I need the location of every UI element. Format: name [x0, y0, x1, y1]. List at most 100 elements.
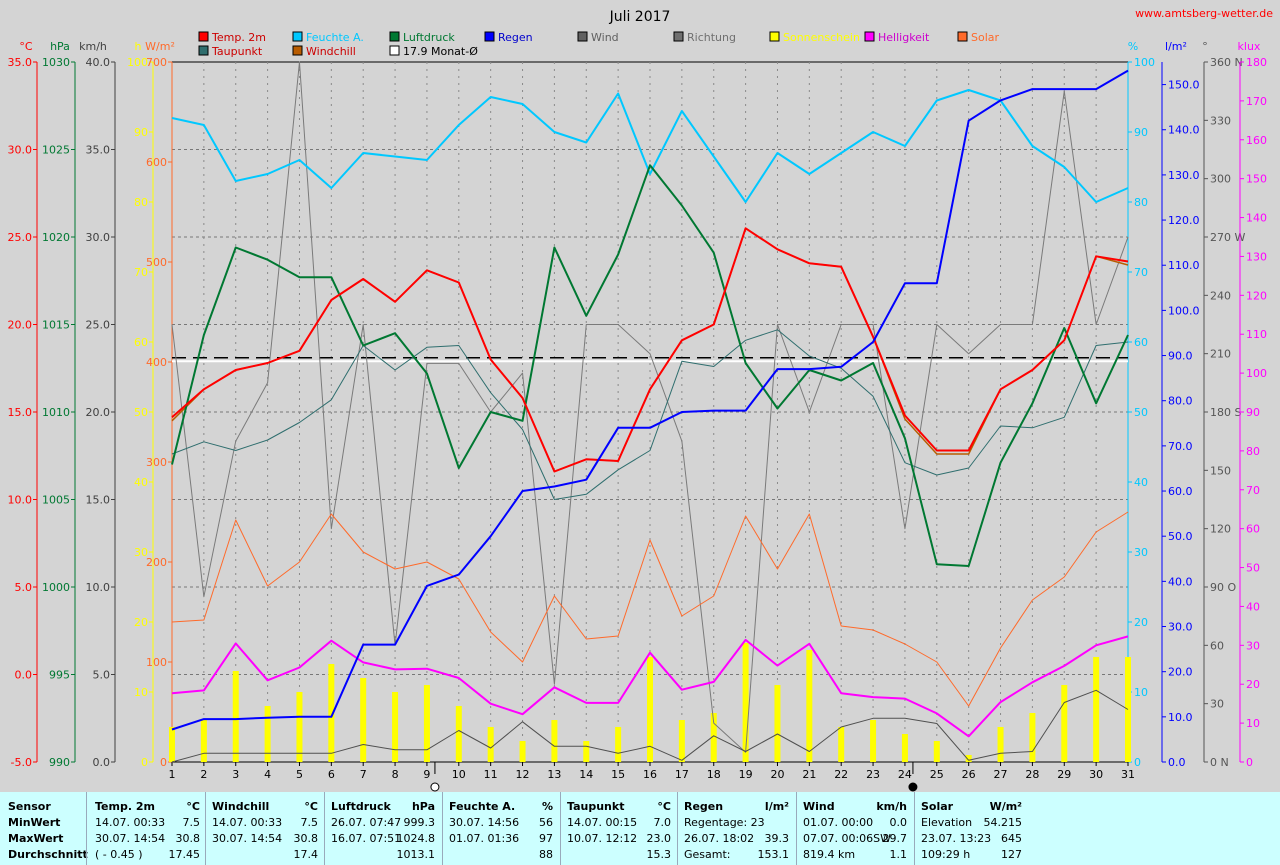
sunshine-bar	[647, 657, 653, 762]
axis-unit-direction: °	[1202, 40, 1208, 53]
stats-value-wind: 29.7	[882, 832, 908, 845]
sunshine-bar	[997, 727, 1004, 762]
axis-tick-label-direction: 180 S	[1210, 406, 1241, 419]
legend-label: Wind	[591, 31, 619, 44]
sunshine-bar	[710, 713, 717, 762]
stats-value-windchill: 7.5	[300, 816, 319, 829]
axis-tick-label-temp: 5.0	[15, 581, 33, 594]
stats-label-windchill: 30.07. 14:54	[212, 832, 283, 845]
legend-label: Feuchte A.	[306, 31, 364, 44]
axis-tick-label-brightness: 130	[1246, 250, 1267, 263]
axis-tick-label-wind: 25.0	[86, 319, 111, 332]
stats-title-dewpoint: Taupunkt	[567, 800, 625, 813]
weather-chart: Juli 2017 www.amtsberg-wetter.de Temp. 2m F…	[8, 7, 1273, 792]
legend-label: Windchill	[306, 45, 356, 58]
stats-label-humidity: 01.07. 01:36	[449, 832, 520, 845]
stats-value-solar: 54.215	[983, 816, 1023, 829]
sunshine-bar	[870, 720, 877, 762]
axis-tick-label-direction: 150	[1210, 464, 1231, 477]
stats-value-wind: 0.0	[889, 816, 908, 829]
sunshine-bar	[1093, 657, 1100, 762]
stats-unit-dewpoint: °C	[657, 800, 671, 813]
axis-tick-label-solar: 100	[146, 656, 167, 669]
stats-value-dewpoint: 15.3	[646, 848, 672, 861]
sunshine-bar	[200, 720, 207, 762]
stats-value-humidity: 97	[539, 832, 553, 845]
stats-column-divider	[442, 792, 443, 865]
x-tick-label: 11	[484, 768, 498, 781]
sunshine-bar	[838, 727, 845, 762]
axis-tick-label-wind: 5.0	[93, 669, 111, 682]
axis-tick-label-brightness: 0	[1246, 756, 1253, 769]
axis-tick-label-brightness: 110	[1246, 328, 1267, 341]
x-tick-label: 25	[930, 768, 944, 781]
axis-tick-label-temp: 0.0	[15, 669, 33, 682]
stats-title-solar: Solar	[921, 800, 954, 813]
stats-column-divider	[324, 792, 325, 865]
x-tick-label: 18	[707, 768, 721, 781]
stats-value-pressure: 1024.8	[396, 832, 436, 845]
axis-tick-label-brightness: 90	[1246, 406, 1260, 419]
axis-tick-label-pressure: 1025	[42, 144, 70, 157]
legend-swatch	[673, 31, 684, 42]
x-tick-label: 21	[802, 768, 816, 781]
stats-label-dewpoint: 10.07. 12:12	[567, 832, 638, 845]
stats-unit-solar: W/m²	[989, 800, 1022, 813]
sunshine-bar	[519, 741, 526, 762]
stats-value-rain: 153.1	[757, 848, 790, 861]
sunshine-bar	[742, 643, 749, 762]
axis-tick-label-brightness: 150	[1246, 173, 1267, 186]
x-tick-label: 20	[770, 768, 784, 781]
axis-tick-label-temp: 35.0	[8, 56, 33, 69]
x-tick-label: 31	[1121, 768, 1135, 781]
legend-swatch	[577, 31, 588, 42]
axis-tick-label-humidity: 20	[1134, 616, 1148, 629]
site-url: www.amtsberg-wetter.de	[1135, 7, 1273, 20]
axis-tick-label-pressure: 1020	[42, 231, 70, 244]
axis-unit-wind: km/h	[79, 40, 107, 53]
stats-value-temp: 30.8	[175, 832, 201, 845]
axis-tick-label-humidity: 50	[1134, 406, 1148, 419]
axis-tick-label-sunshine: 20	[134, 616, 148, 629]
axis-tick-label-direction: 30	[1210, 698, 1224, 711]
moon-full-icon	[430, 782, 440, 792]
x-tick-label: 10	[452, 768, 466, 781]
axis-tick-label-rain: 40.0	[1168, 575, 1193, 588]
stats-value-windchill: 30.8	[293, 832, 319, 845]
axis-unit-brightness: klux	[1238, 40, 1261, 53]
axis-tick-label-sunshine: 0	[141, 756, 148, 769]
axis-tick-label-direction: 60	[1210, 639, 1224, 652]
stats-row-label: Durchschnitt	[8, 848, 88, 861]
axis-tick-label-rain: 30.0	[1168, 621, 1193, 634]
sunshine-bar	[965, 755, 972, 762]
wind-line	[171, 689, 1129, 763]
axis-unit-temp: °C	[19, 40, 33, 53]
stats-label-rain: Regentage: 23	[684, 816, 765, 829]
stats-label-pressure: 26.07. 07:47	[331, 816, 402, 829]
axis-tick-label-wind: 35.0	[86, 144, 111, 157]
x-tick-label: 1	[169, 768, 176, 781]
axis-tick-label-humidity: 0	[1134, 756, 1141, 769]
x-tick-label: 30	[1089, 768, 1103, 781]
stats-value-wind: 1.1	[889, 848, 908, 861]
stats-value-temp: 7.5	[182, 816, 201, 829]
sunshine-bar	[1029, 713, 1036, 762]
legend-swatch	[198, 31, 209, 42]
axis-unit-pressure: hPa	[50, 40, 70, 53]
sunshine-bar	[264, 706, 271, 762]
legend-label: Sonnenschein	[783, 31, 860, 44]
axis-tick-label-sunshine: 100	[127, 56, 148, 69]
axis-tick-label-brightness: 70	[1246, 484, 1260, 497]
sunshine-bar	[933, 741, 940, 762]
stats-title-windchill: Windchill	[212, 800, 270, 813]
x-tick-label: 5	[296, 768, 303, 781]
stats-label-wind: 01.07. 00:00	[803, 816, 874, 829]
axis-tick-label-brightness: 160	[1246, 134, 1267, 147]
axis-tick-label-solar: 200	[146, 556, 167, 569]
axis-tick-label-direction: 240	[1210, 289, 1231, 302]
axis-tick-label-rain: 50.0	[1168, 530, 1193, 543]
sunshine-bar	[551, 720, 558, 762]
sunshine-bar	[455, 706, 462, 762]
legend-swatch	[864, 31, 875, 42]
axis-tick-label-direction: 360 N	[1210, 56, 1243, 69]
